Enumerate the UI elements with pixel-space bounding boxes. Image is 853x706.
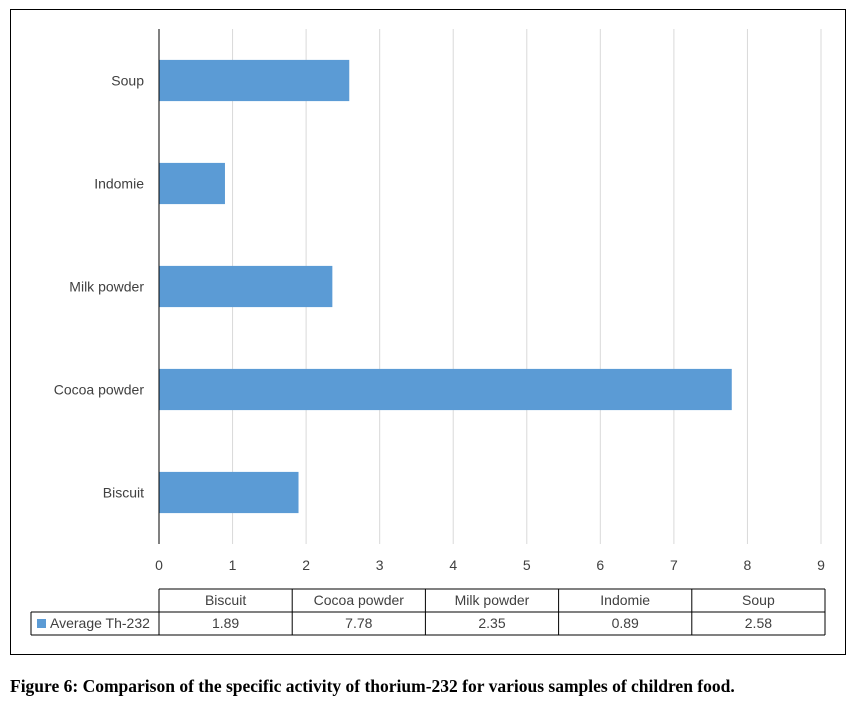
x-tick-label: 3 <box>376 557 384 573</box>
x-tick-label: 7 <box>670 557 678 573</box>
table-header-cell: Biscuit <box>205 592 246 608</box>
data-table: Biscuit 1.89 Cocoa powder 7.78 Milk powder 2.… <box>30 588 826 636</box>
x-tick-label: 4 <box>449 557 457 573</box>
axis-layer: 0 1 2 3 4 5 6 7 8 9 Biscuit Cocoa powder Milk powder… <box>54 29 825 573</box>
figure-caption: Figure 6: Comparison of the specific act… <box>10 676 735 696</box>
x-tick-label: 2 <box>302 557 310 573</box>
bar-cocoa-powder <box>159 368 732 411</box>
x-tick-label: 9 <box>817 557 825 573</box>
table-header-cell: Cocoa powder <box>314 592 405 608</box>
table-header-cell: Indomie <box>600 592 650 608</box>
table-header-cell: Soup <box>742 592 775 608</box>
legend-series-name: Average Th-232 <box>50 615 150 631</box>
table-value-cell: 2.58 <box>745 615 772 631</box>
bar-indomie <box>159 162 225 205</box>
category-label: Indomie <box>94 176 144 192</box>
category-label: Biscuit <box>103 485 144 501</box>
bar-layer <box>159 59 732 514</box>
category-label: Milk powder <box>69 279 144 295</box>
x-tick-label: 6 <box>596 557 604 573</box>
category-label: Soup <box>111 73 144 89</box>
grid-layer <box>232 29 822 544</box>
x-tick-label: 1 <box>229 557 237 573</box>
chart-frame <box>10 9 846 655</box>
legend-key <box>37 619 46 628</box>
table-value-cell: 1.89 <box>212 615 239 631</box>
table-value-cell: 7.78 <box>345 615 372 631</box>
x-tick-label: 0 <box>155 557 163 573</box>
bar-milk-powder <box>159 265 333 308</box>
x-tick-label: 8 <box>744 557 752 573</box>
bar-biscuit <box>159 471 299 514</box>
table-header-cell: Milk powder <box>455 592 530 608</box>
x-tick-label: 5 <box>523 557 531 573</box>
category-label: Cocoa powder <box>54 382 145 398</box>
table-value-cell: 2.35 <box>478 615 505 631</box>
bar-soup <box>159 59 350 102</box>
table-value-cell: 0.89 <box>612 615 639 631</box>
